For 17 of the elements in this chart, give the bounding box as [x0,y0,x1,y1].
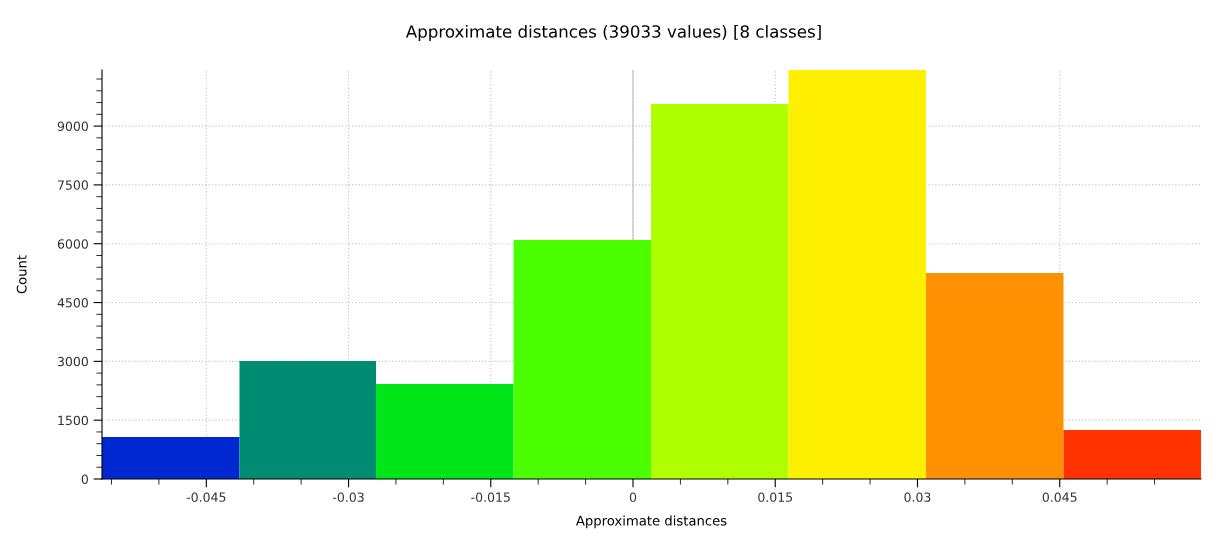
x-tick-label: -0.045 [186,492,226,502]
y-tick-label: 9000 [57,121,88,131]
x-tick-label: 0 [629,492,637,502]
y-tick-label: 4500 [57,298,88,308]
y-axis-title: Count [16,255,27,294]
x-tick-label: 0.015 [758,492,793,502]
x-tick-label: 0.045 [1042,492,1077,502]
y-tick-label: 7500 [58,180,88,190]
chart-title: Approximate distances (39033 values) [8 classes] [405,24,821,42]
y-tick-label: 3000 [57,356,88,367]
y-tick-label: 0 [81,474,88,484]
x-tick-label: -0.03 [332,492,364,502]
y-tick-label: 6000 [57,239,88,249]
x-tick-label: 0.03 [904,492,931,502]
x-tick-label: -0.015 [471,492,510,502]
x-axis-title: Approximate distances [575,515,727,529]
y-tick-label: 1500 [58,415,88,426]
